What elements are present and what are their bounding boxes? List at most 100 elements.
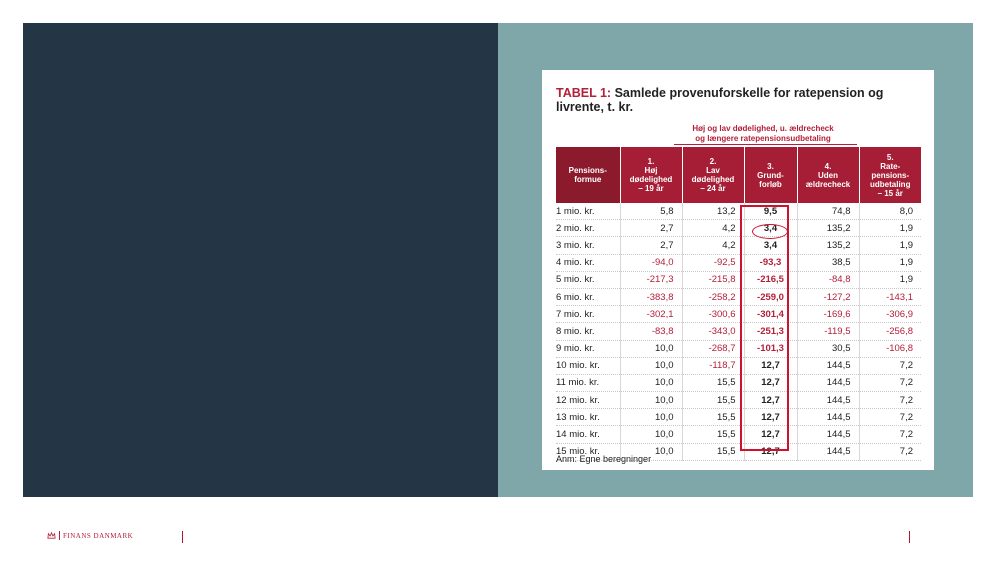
column-header-line: 5. [886, 152, 894, 162]
data-table: Pensions-formue 1. Høj dødelighed – 19 år 2. L… [556, 147, 921, 461]
table-title: TABEL 1: Samlede provenuforskelle for ra… [556, 86, 926, 114]
column-header-line: udbetaling [870, 179, 911, 189]
table-cell: -300,6 [681, 305, 744, 324]
table-cell: -268,7 [681, 340, 744, 358]
table-cell: 5,8 [619, 203, 682, 221]
table-cell: -101,3 [743, 340, 797, 358]
table-cell: 144,5 [796, 391, 859, 410]
table-cell: 144,5 [796, 408, 859, 427]
footer-logo: FINANS DANMARK [47, 531, 133, 540]
table-cell: 7,2 [858, 408, 921, 427]
table-card: TABEL 1: Samlede provenuforskelle for ra… [542, 70, 934, 470]
table-cell: 10,0 [619, 408, 682, 427]
table-cell: 10,0 [619, 357, 682, 375]
column-header-line: pensions- [871, 170, 910, 180]
table-cell: 3,4 [743, 236, 797, 255]
table-cell: -106,8 [858, 340, 921, 358]
table-row: 10 mio. kr. 10,0 -118,7 12,7 144,5 7,2 [556, 357, 921, 375]
column-header-line: 3. [767, 161, 774, 171]
table-row: 4 mio. kr. -94,0 -92,5 -93,3 38,5 1,9 [556, 254, 921, 272]
table-cell: 10,0 [619, 425, 682, 444]
group-heading-underline [674, 144, 857, 145]
table-cell: 13,2 [681, 203, 744, 221]
table-cell: 30,5 [796, 340, 859, 358]
table-header-row: Pensions-formue 1. Høj dødelighed – 19 år 2. L… [556, 147, 921, 203]
table-cell: -216,5 [743, 271, 797, 289]
table-cell: 144,5 [796, 425, 859, 444]
row-label: 11 mio. kr. [556, 374, 620, 393]
table-row: 3 mio. kr. 2,7 4,2 3,4 135,2 1,9 [556, 236, 921, 255]
row-label: 7 mio. kr. [556, 305, 620, 324]
table-cell: 135,2 [796, 219, 859, 238]
table-cell: 12,7 [743, 425, 797, 444]
table-label: TABEL 1: [556, 86, 612, 100]
logo-text: FINANS DANMARK [63, 531, 134, 540]
table-row: 14 mio. kr. 10,0 15,5 12,7 144,5 7,2 [556, 425, 921, 444]
column-header-2: 2. Lav dødelighed – 24 år [681, 147, 744, 203]
table-note: Anm: Egne beregninger [556, 454, 652, 464]
table-cell: -119,5 [796, 322, 859, 341]
column-group-heading-line2: og længere ratepensionsudbetaling [695, 134, 831, 143]
table-cell: -258,2 [681, 288, 744, 307]
table-cell: 7,2 [858, 374, 921, 393]
table-cell: 12,7 [743, 374, 797, 393]
table-cell: 38,5 [796, 254, 859, 272]
row-label: 4 mio. kr. [556, 254, 620, 272]
row-label: 5 mio. kr. [556, 271, 620, 289]
column-header-line: Høj [644, 166, 658, 175]
column-header-line: dødelighed [629, 175, 673, 184]
column-header-3: 3. Grund-forløb [743, 147, 797, 203]
table-cell: -118,7 [681, 357, 744, 375]
column-header-line: Grund- [757, 170, 784, 180]
row-label: 2 mio. kr. [556, 219, 620, 238]
table-row: 9 mio. kr. 10,0 -268,7 -101,3 30,5 -106,8 [556, 340, 921, 358]
logo-separator [59, 531, 60, 540]
row-label: 3 mio. kr. [556, 236, 620, 255]
column-header-line: formue [574, 175, 602, 184]
table-cell: 2,7 [619, 236, 682, 255]
table-cell: 15,5 [681, 391, 744, 410]
table-row: 1 mio. kr. 5,8 13,2 9,5 74,8 8,0 [556, 203, 921, 221]
table-cell: 10,0 [619, 374, 682, 393]
column-header-4: 4. Uden ældrecheck [796, 147, 859, 203]
column-3-highlight-box [740, 205, 789, 451]
column-group-heading-line1: Høj og lav dødelighed, u. ældrecheck [692, 124, 834, 133]
table-cell: 2,7 [619, 219, 682, 238]
row-label: 8 mio. kr. [556, 322, 620, 341]
table-cell: 12,7 [743, 357, 797, 375]
table-cell: -215,8 [681, 271, 744, 289]
table-body: 1 mio. kr. 5,8 13,2 9,5 74,8 8,0 2 mio. kr. 2,7… [556, 203, 921, 461]
column-header-line: 1. [647, 157, 655, 166]
table-cell: 10,0 [619, 340, 682, 358]
table-cell: 1,9 [858, 271, 921, 289]
table-cell: 15,5 [681, 443, 744, 461]
table-row: 2 mio. kr. 2,7 4,2 3,4 135,2 1,9 [556, 219, 921, 238]
table-cell: 7,2 [858, 443, 921, 461]
table-cell: 144,5 [796, 374, 859, 393]
table-cell: 4,2 [681, 236, 744, 255]
table-cell: 10,0 [619, 443, 682, 461]
table-row: 7 mio. kr. -302,1 -300,6 -301,4 -169,6 -306,9 [556, 305, 921, 324]
table-cell: -83,8 [619, 322, 682, 341]
row-label: 9 mio. kr. [556, 340, 620, 358]
table-cell: 8,0 [858, 203, 921, 221]
footer-marker-right [909, 531, 910, 543]
table-cell: 135,2 [796, 236, 859, 255]
table-row: 5 mio. kr. -217,3 -215,8 -216,5 -84,8 1,9 [556, 271, 921, 289]
column-header-line: Lav [706, 166, 720, 175]
table-title-text: Samlede provenuforskelle for ratepension… [556, 86, 884, 114]
column-header-0: Pensions-formue [556, 147, 620, 203]
column-header-line: – 15 år [877, 188, 903, 198]
table-row: 12 mio. kr. 10,0 15,5 12,7 144,5 7,2 [556, 391, 921, 410]
row-label: 6 mio. kr. [556, 288, 620, 307]
table-cell: -259,0 [743, 288, 797, 307]
table-cell: 15,5 [681, 425, 744, 444]
table-cell: -306,9 [858, 305, 921, 324]
row-label: 1 mio. kr. [556, 203, 620, 221]
table-row: 15 mio. kr. 10,0 15,5 12,7 144,5 7,2 [556, 443, 921, 461]
table-cell: -217,3 [619, 271, 682, 289]
table-cell: 12,7 [743, 408, 797, 427]
table-cell: -84,8 [796, 271, 859, 289]
column-header-line: 2. [709, 157, 717, 166]
cell-highlight-oval [752, 224, 788, 239]
